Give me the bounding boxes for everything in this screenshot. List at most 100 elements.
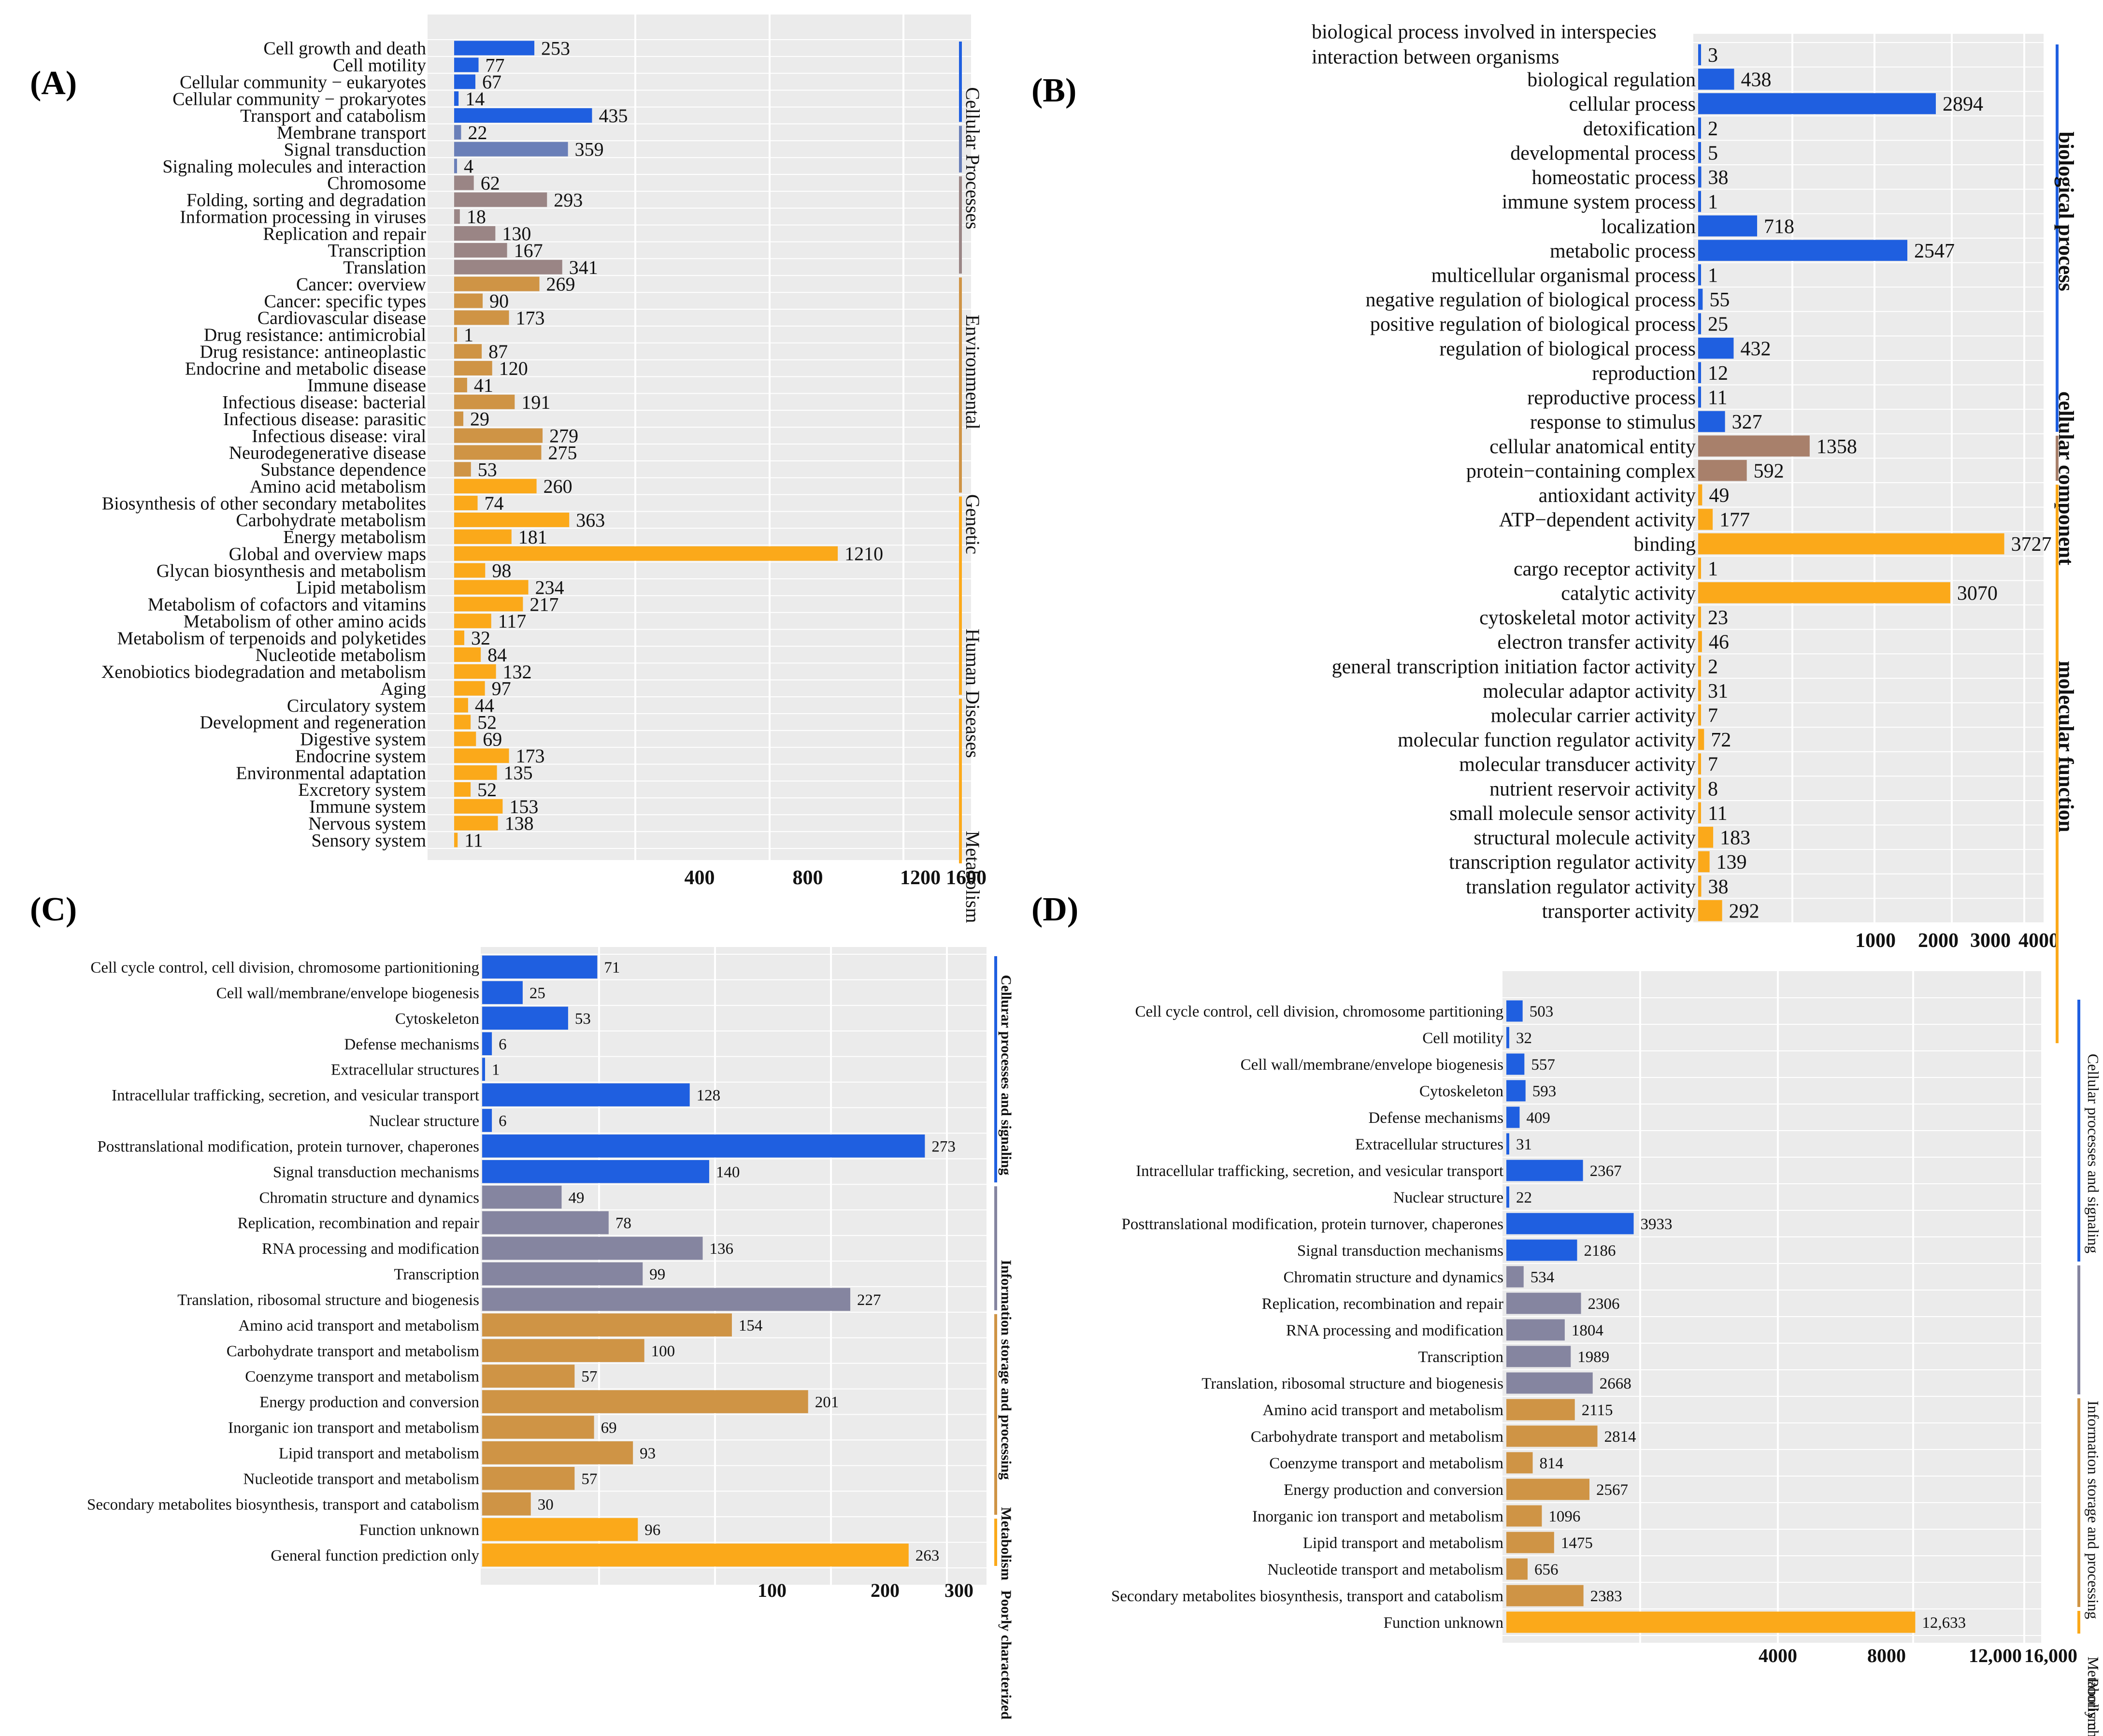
value-label: 22 bbox=[1516, 1189, 1532, 1206]
value-label: 227 bbox=[857, 1291, 881, 1309]
category-label: transcription regulator activity bbox=[1449, 851, 1696, 874]
bar bbox=[454, 192, 547, 207]
tick-label: 300 bbox=[944, 1579, 973, 1601]
category-label: Drug resistance: antimicrobial bbox=[204, 325, 426, 345]
group-label: Poorly characterized bbox=[2085, 1678, 2102, 1736]
bar bbox=[1698, 729, 1704, 750]
category-label: Transcription bbox=[328, 241, 426, 261]
value-label: 718 bbox=[1764, 215, 1794, 238]
tick-label: 1200 bbox=[900, 867, 941, 889]
group-label: Information storage and processing bbox=[2085, 1401, 2102, 1619]
value-label: 128 bbox=[697, 1087, 721, 1105]
plot-background bbox=[1693, 34, 2044, 923]
value-label: 2 bbox=[1708, 118, 1718, 140]
category-label: RNA processing and modification bbox=[262, 1240, 479, 1258]
group-label: Cellular Processes bbox=[962, 87, 984, 229]
category-label: nutrient reservoir activity bbox=[1489, 778, 1696, 800]
bar bbox=[482, 1518, 638, 1541]
category-label: Aging bbox=[380, 679, 426, 699]
chart-d: (D) 503 Cell cycle control, cell division,… bbox=[1031, 891, 2102, 1736]
value-label: 814 bbox=[1540, 1455, 1564, 1472]
category-label: Membrane transport bbox=[277, 123, 427, 143]
bar bbox=[482, 1339, 644, 1363]
bar bbox=[1698, 264, 1701, 286]
category-label: molecular adaptor activity bbox=[1483, 680, 1696, 703]
value-label: 6 bbox=[499, 1036, 507, 1053]
group-label: Cellurar processes and signaling bbox=[998, 975, 1014, 1176]
bar bbox=[482, 1262, 643, 1286]
bar bbox=[454, 664, 496, 679]
bar bbox=[482, 1058, 485, 1081]
bar bbox=[454, 462, 471, 477]
bar bbox=[482, 1134, 925, 1158]
category-label: Amino acid transport and metabolism bbox=[1262, 1402, 1503, 1419]
bar bbox=[1698, 215, 1758, 237]
bar bbox=[454, 243, 507, 258]
value-label: 130 bbox=[502, 223, 531, 244]
value-label: 1 bbox=[1708, 558, 1718, 580]
group-bracket bbox=[2077, 1265, 2080, 1394]
group-label: Human Diseases bbox=[962, 629, 984, 758]
bar bbox=[482, 1466, 575, 1490]
category-label: Metabolism of cofactors and vitamins bbox=[148, 595, 426, 615]
category-label: RNA processing and modification bbox=[1286, 1322, 1503, 1339]
value-label: 98 bbox=[492, 560, 511, 582]
bar bbox=[1506, 1239, 1577, 1261]
category-label: Coenzyme transport and metabolism bbox=[245, 1368, 479, 1386]
category-label: Replication and repair bbox=[263, 224, 426, 244]
category-label: Cancer: specific types bbox=[264, 291, 426, 312]
value-label: 52 bbox=[477, 779, 497, 801]
group-bracket bbox=[2056, 44, 2059, 432]
bar bbox=[1506, 1160, 1583, 1181]
category-label: positive regulation of biological proces… bbox=[1370, 314, 1696, 336]
bar bbox=[454, 580, 529, 595]
value-label: 173 bbox=[516, 307, 545, 329]
category-label: Energy metabolism bbox=[283, 527, 426, 547]
tick-label: 1000 bbox=[1855, 930, 1896, 952]
bar bbox=[454, 529, 512, 544]
value-label: 87 bbox=[488, 341, 508, 362]
category-label: Cellular community − eukaryotes bbox=[180, 72, 426, 92]
value-label: 263 bbox=[916, 1547, 940, 1564]
bar bbox=[454, 394, 515, 409]
tick-label: 12,000 bbox=[1969, 1645, 2022, 1666]
bar bbox=[454, 310, 509, 325]
category-label: Posttranslational modification, protein … bbox=[98, 1138, 479, 1155]
value-label: 2814 bbox=[1604, 1428, 1636, 1446]
bar bbox=[454, 259, 562, 274]
bar bbox=[482, 1416, 594, 1439]
bar bbox=[454, 765, 497, 780]
category-label: Endocrine system bbox=[295, 746, 426, 766]
bar bbox=[454, 512, 570, 527]
bar bbox=[1698, 582, 1950, 603]
category-label: Signal transduction mechanisms bbox=[273, 1163, 479, 1181]
bar bbox=[1698, 240, 1907, 261]
tick-label: 16,000 bbox=[2024, 1645, 2077, 1666]
bar bbox=[1698, 900, 1722, 921]
category-label: Xenobiotics biodegradation and metabolis… bbox=[101, 662, 426, 682]
bar bbox=[482, 1083, 690, 1106]
bar bbox=[482, 1492, 531, 1516]
value-label: 4 bbox=[464, 156, 473, 177]
group-bracket bbox=[2077, 1398, 2080, 1607]
bar bbox=[1698, 777, 1701, 799]
bar bbox=[1506, 1027, 1509, 1048]
tick-label: 400 bbox=[685, 867, 715, 889]
bar bbox=[454, 125, 461, 140]
value-label: 1 bbox=[1708, 191, 1718, 214]
value-label: 2186 bbox=[1584, 1242, 1616, 1260]
category-label: Endocrine and metabolic disease bbox=[185, 359, 426, 379]
value-label: 5 bbox=[1708, 142, 1718, 164]
bar bbox=[454, 681, 485, 696]
group-bracket bbox=[994, 1314, 997, 1515]
category-label: Chromatin structure and dynamics bbox=[259, 1189, 479, 1206]
tick-label: 4000 bbox=[1759, 1645, 1797, 1666]
category-label: Chromatin structure and dynamics bbox=[1284, 1269, 1503, 1286]
value-label: 183 bbox=[1720, 827, 1750, 849]
value-label: 177 bbox=[1719, 509, 1750, 531]
bar bbox=[1698, 631, 1702, 652]
category-label: Infectious disease: viral bbox=[252, 426, 426, 446]
bar bbox=[482, 1109, 492, 1132]
category-label: Neurodegenerative disease bbox=[229, 443, 426, 463]
value-label: 217 bbox=[529, 593, 558, 615]
